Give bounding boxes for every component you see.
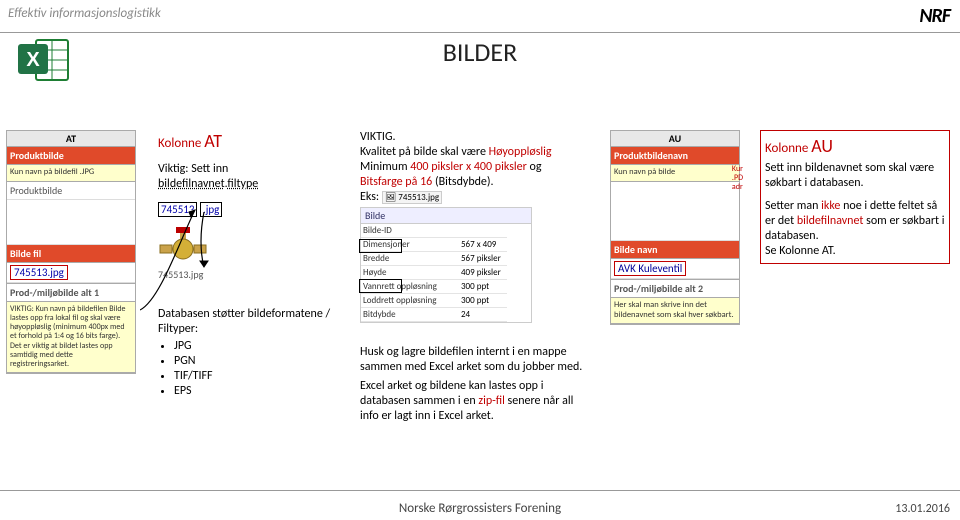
divider-top — [0, 32, 960, 33]
col3-p1: Husk og lagre bildefilen internt i en ma… — [360, 345, 590, 375]
divider-bottom — [0, 490, 960, 491]
col2-db: Databasen støtter bildeformatene / Filty… — [158, 307, 338, 399]
col4-section2: Bilde navn — [611, 241, 739, 259]
col3-text: VIKTIG. Kvalitet på bilde skal være Høyo… — [360, 130, 590, 205]
col4-val-cell: AVK Kuleventil — [611, 259, 739, 279]
page-title: BILDER — [0, 36, 960, 68]
svg-text:X: X — [26, 49, 40, 71]
arrow-file-to-box — [140, 200, 200, 320]
col4-altnote: Her skal man skrive inn det bildenavnet … — [611, 298, 739, 325]
col1-hdr: AT — [7, 131, 135, 147]
box-bredde — [359, 239, 402, 253]
col5: Kolonne AU Sett inn bildenavnet som skal… — [760, 130, 950, 264]
col4-note: Kun navn på bilde Kur.PDadr — [611, 165, 739, 182]
col3-meta: Bilde Bilde-IDDimensjoner567 x 409Bredde… — [360, 207, 532, 323]
col3: VIKTIG. Kvalitet på bilde skal være Høyo… — [360, 130, 590, 424]
col1-file: 745513.jpg — [10, 265, 68, 280]
col1-row1: Produktbilde — [7, 182, 135, 200]
col5-p3: Se Kolonne AT. — [765, 244, 945, 259]
box-bitdybde — [359, 279, 402, 293]
col1-althdr: Prod-/miljøbilde alt 1 — [7, 283, 135, 302]
col4-hdr: AU — [611, 131, 739, 147]
col5-p2: Setter man ikke noe i dette feltet så er… — [765, 199, 945, 244]
col1-at-snippet: AT Produktbilde Kun navn på bildefil .JP… — [6, 130, 136, 374]
footer-date: 13.01.2016 — [895, 502, 950, 516]
col2-head: Kolonne AT — [158, 130, 338, 152]
col1-blank — [7, 200, 135, 245]
excel-icon: X — [18, 36, 72, 84]
col5-head: Kolonne AU — [765, 135, 945, 157]
col1-file-cell: 745513.jpg — [7, 263, 135, 283]
col1-label: Produktbilde — [7, 147, 135, 165]
col1-note: Kun navn på bildefil .JPG — [7, 165, 135, 182]
col4-au-snippet: AU Produktbildenavn Kun navn på bilde Ku… — [610, 130, 740, 325]
col5-p1: Sett inn bildenavnet som skal være søkba… — [765, 161, 945, 191]
tagline: Effektiv informasjonslogistikk — [8, 6, 161, 21]
arrow-box-to-valve — [198, 212, 228, 272]
col1-altnote: VIKTIG: Kun navn på bildefilen Bilde las… — [7, 302, 135, 373]
footer-center: Norske Rørgrossisters Forening — [0, 501, 960, 516]
col4-althdr: Prod-/miljøbilde alt 2 — [611, 279, 739, 298]
col1-section2: Bilde fil — [7, 245, 135, 263]
col2-text1: Viktig: Sett inn bildefilnavnet.filtype — [158, 162, 338, 192]
col3-p2: Excel arket og bildene kan lastes opp i … — [360, 379, 590, 424]
logo-nrf: NRF — [919, 4, 950, 28]
col4-label: Produktbildenavn — [611, 147, 739, 165]
